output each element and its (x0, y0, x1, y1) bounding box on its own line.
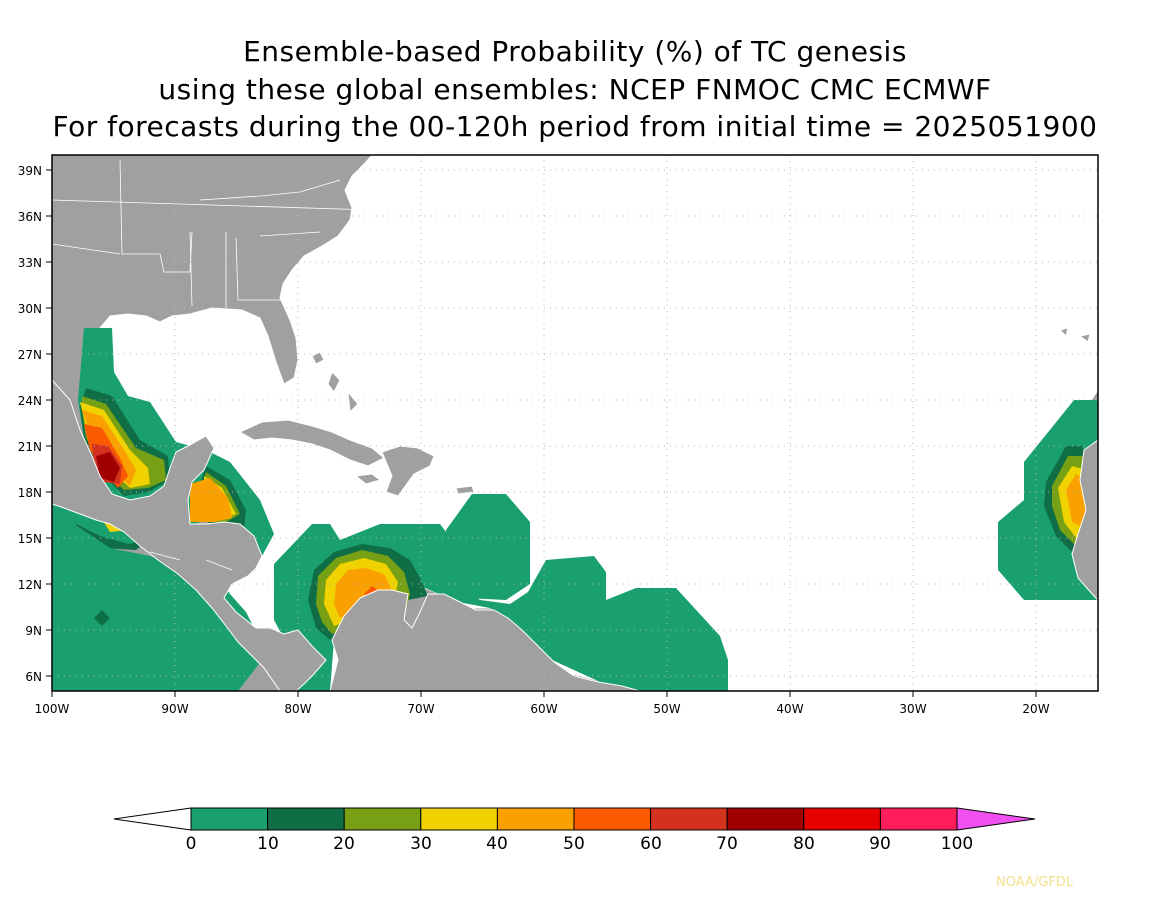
lon-label: 70W (407, 702, 434, 716)
lat-label: 6N (25, 670, 42, 684)
land-bahamas (311, 351, 359, 414)
colorbar-label: 0 (186, 834, 197, 854)
colorbar-over-arrow (956, 807, 1036, 831)
latitude-labels: 39N 36N 33N 30N 27N 24N 21N 18N 15N 12N … (18, 164, 42, 684)
prob-region-pacific-0-10 (52, 512, 262, 691)
colorbar-label: 70 (716, 834, 738, 854)
title-line-2: using these global ensembles: NCEP FNMOC… (158, 73, 992, 106)
colorbar-label: 30 (410, 834, 432, 854)
colorbar-swatch (420, 807, 498, 831)
colorbar-swatch (726, 807, 805, 831)
colorbar-swatch (650, 807, 728, 831)
colorbar-label: 90 (869, 834, 891, 854)
lat-label: 21N (18, 440, 42, 454)
lat-label: 36N (18, 210, 42, 224)
prob-region-gulf-30-40 (80, 402, 236, 532)
land-puerto-rico (455, 485, 475, 495)
lat-label: 12N (18, 578, 42, 592)
lon-label: 60W (530, 702, 557, 716)
colorbar-swatch (496, 807, 575, 831)
map-frame (51, 154, 1099, 692)
lon-label: 90W (161, 702, 188, 716)
colorbar-label: 40 (486, 834, 508, 854)
political-borders (52, 159, 373, 591)
colorbar-swatch (573, 807, 652, 831)
credit-text: NOAA/GFDL (996, 875, 1074, 890)
colorbar-label: 100 (941, 834, 973, 854)
longitude-labels: 100W 90W 80W 70W 60W 50W 40W 30W 20W (35, 702, 1050, 716)
lon-label: 50W (653, 702, 680, 716)
land-africa-coast (1071, 439, 1098, 601)
prob-region-gulf-70-80 (96, 452, 120, 482)
colorbar-label: 20 (333, 834, 355, 854)
prob-region-carib-east-0-10 (446, 494, 530, 600)
land-overlay (52, 379, 1098, 691)
lat-label: 24N (18, 394, 42, 408)
colorbar-swatch (267, 807, 345, 831)
lat-label: 18N (18, 486, 42, 500)
land-jamaica (354, 473, 382, 485)
prob-region-caribbean-40-50 (334, 568, 392, 618)
prob-region-gulf-20-30 (82, 396, 240, 522)
prob-region-pacific-10-20 (94, 610, 110, 626)
colorbar-swatch (190, 807, 269, 831)
lon-label: 80W (284, 702, 311, 716)
colorbar-boxes (190, 807, 958, 831)
land-canary-islands (1059, 327, 1091, 343)
axis-ticks (46, 169, 1037, 697)
colorbar-label: 80 (793, 834, 815, 854)
lon-label: 30W (899, 702, 926, 716)
colorbar-swatch (343, 807, 422, 831)
map-area (52, 155, 1098, 691)
colorbar-swatch (879, 807, 958, 831)
lon-label: 40W (776, 702, 803, 716)
colorbar-under-arrow (113, 807, 192, 831)
land-mexico-central (52, 379, 327, 691)
land-hispaniola (381, 445, 435, 497)
colorbar: 0 10 20 30 40 50 60 70 80 90 100 (113, 807, 1036, 854)
lat-label: 9N (25, 624, 42, 638)
colorbar-label: 50 (563, 834, 585, 854)
title-line-3: For forecasts during the 00-120h period … (52, 110, 1098, 143)
land-cuba (238, 419, 385, 467)
title-line-1: Ensemble-based Probability (%) of TC gen… (243, 35, 907, 68)
lat-label: 15N (18, 532, 42, 546)
lat-label: 30N (18, 302, 42, 316)
colorbar-label: 10 (257, 834, 279, 854)
lat-label: 33N (18, 256, 42, 270)
lat-label: 39N (18, 164, 42, 178)
colorbar-swatch (803, 807, 881, 831)
lon-label: 100W (35, 702, 70, 716)
grid-lines (52, 155, 1098, 691)
colorbar-labels: 0 10 20 30 40 50 60 70 80 90 100 (186, 834, 974, 854)
lat-label: 27N (18, 348, 42, 362)
prob-region-gulf-40-50 (82, 410, 232, 522)
colorbar-label: 60 (640, 834, 662, 854)
lon-label: 20W (1022, 702, 1049, 716)
